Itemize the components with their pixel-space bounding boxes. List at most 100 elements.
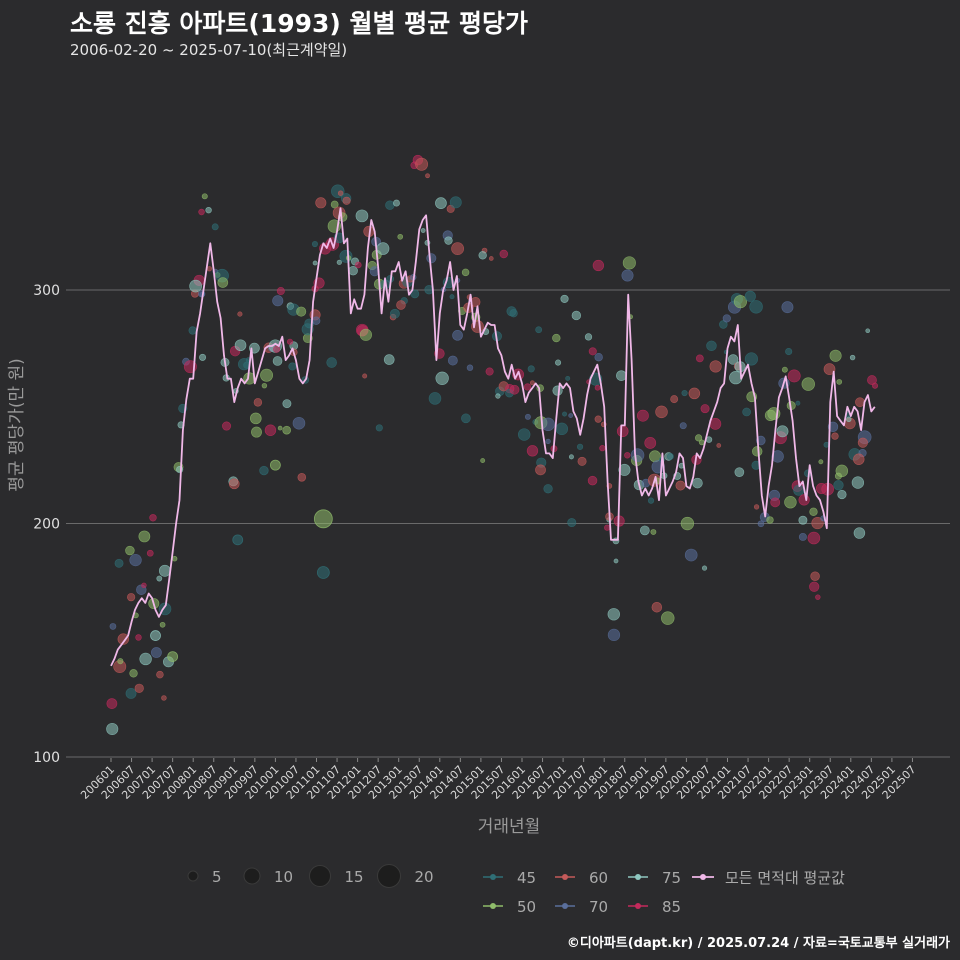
scatter-point (447, 355, 458, 366)
y-axis-label: 평균 평당가(만 원) (7, 358, 27, 492)
scatter-point (695, 354, 704, 363)
scatter-point (211, 223, 219, 231)
scatter-point (651, 601, 663, 613)
scatter-point (234, 339, 247, 352)
scatter-point (330, 200, 339, 209)
scatter-point (692, 477, 703, 489)
scatter-point (545, 438, 551, 445)
size-legend-marker (187, 870, 199, 882)
scatter-point (535, 326, 543, 334)
scatter-point (129, 669, 138, 678)
scatter-point (376, 242, 390, 255)
scatter-point (141, 582, 147, 589)
scatter-point (798, 494, 810, 506)
scatter-point (815, 594, 821, 600)
scatter-point-large (232, 534, 244, 546)
scatter-point (798, 532, 807, 541)
scatter-point (700, 404, 710, 414)
scatter-point (135, 634, 142, 641)
scatter-point (706, 340, 717, 352)
scatter-point (766, 516, 774, 524)
scatter-point (680, 516, 695, 531)
scatter-point (315, 197, 327, 209)
scatter-point (543, 484, 553, 494)
scatter-point (670, 395, 679, 404)
scatter-point (383, 354, 395, 365)
source-credit: ©디아파트(dapt.kr) / 2025.07.24 / 자료=국토교통부 실… (566, 936, 950, 951)
scatter-point (342, 196, 351, 205)
scatter-point (661, 611, 675, 625)
area-legend-dot (490, 903, 496, 909)
scatter-point (560, 294, 569, 303)
scatter-point (552, 333, 561, 343)
area-legend-label: 75 (662, 869, 681, 887)
scatter-point (282, 425, 291, 435)
scatter-point (588, 347, 597, 356)
scatter-point (801, 377, 815, 391)
scatter-point (435, 371, 449, 385)
scatter-point (833, 480, 844, 491)
scatter-point (253, 398, 263, 407)
scatter-point (701, 565, 708, 571)
scatter-point (649, 450, 661, 463)
scatter-point (415, 157, 429, 171)
avg-legend-dot (700, 874, 706, 880)
scatter-point (681, 389, 688, 397)
area-legend-dot (635, 874, 641, 880)
scatter-point (138, 530, 151, 543)
scatter-point (811, 516, 824, 530)
scatter-point (853, 453, 865, 465)
scatter-point (639, 525, 650, 536)
scatter-point (722, 314, 731, 323)
scatter-point (109, 623, 117, 630)
y-tick-label: 100 (33, 750, 60, 766)
chart-title: 소룡 진흥 아파트(1993) 월별 평균 평당가 (70, 9, 528, 38)
scatter-point (114, 558, 124, 568)
scatter-point (288, 362, 297, 371)
scatter-point (250, 412, 262, 425)
scatter-point (106, 722, 119, 736)
scatter-point (719, 320, 728, 329)
scatter-point (752, 446, 763, 457)
scatter-point (622, 256, 636, 270)
scatter-point (787, 369, 801, 383)
scatter-point (716, 443, 722, 448)
size-legend-label: 10 (274, 868, 293, 886)
scatter-point (594, 384, 601, 391)
scatter-points (106, 154, 879, 736)
scatter-point (282, 399, 292, 409)
scatter-point (312, 316, 321, 325)
scatter-point (276, 287, 285, 296)
scatter-point (509, 384, 520, 395)
area-legend-label: 50 (517, 898, 536, 916)
scatter-point (616, 425, 629, 438)
scatter-point (451, 242, 465, 256)
scatter-point (420, 228, 426, 233)
scatter-point (684, 548, 698, 562)
scatter-point (449, 294, 455, 300)
scatter-point (587, 475, 598, 486)
scatter-point (599, 445, 606, 452)
scatter-point (784, 495, 797, 509)
scatter-point (835, 464, 849, 478)
y-axis-ticks: 100 200 300 (33, 283, 60, 766)
scatter-point (390, 308, 400, 319)
y-tick-label: 200 (33, 517, 60, 533)
scatter-point (809, 507, 818, 516)
scatter-point (355, 261, 362, 269)
average-line (110, 207, 876, 667)
scatter-point (159, 621, 166, 628)
scatter-point (734, 467, 745, 478)
size-legend-label: 15 (345, 868, 364, 886)
scatter-point (555, 422, 569, 436)
scatter-point (584, 333, 593, 341)
scatter-point (568, 413, 574, 418)
scatter-point (449, 196, 462, 209)
scatter-point (259, 465, 269, 476)
avg-legend-label: 모든 면적대 평균값 (725, 869, 845, 887)
scatter-point-large (313, 509, 333, 529)
scatter-point (524, 413, 531, 420)
scatter-point (488, 256, 494, 261)
scatter-point (785, 347, 793, 356)
